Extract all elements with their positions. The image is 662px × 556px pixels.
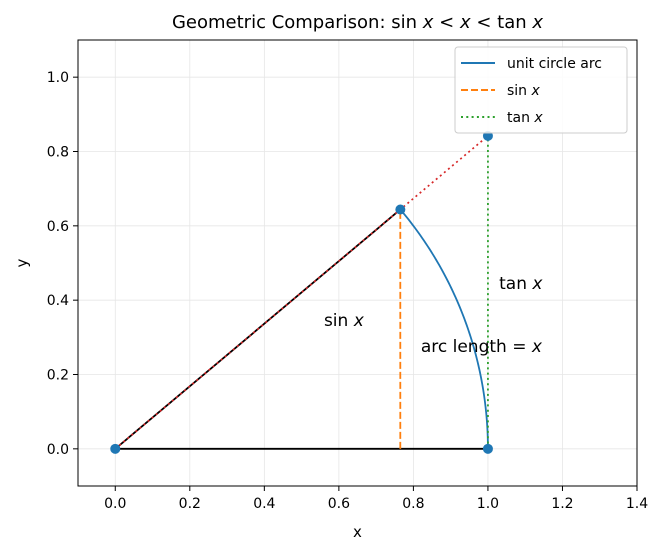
tangent-extension-line xyxy=(114,135,489,450)
x-axis-label: x xyxy=(353,523,362,541)
legend-box xyxy=(454,46,628,134)
x-tick-label: 1.4 xyxy=(626,496,648,512)
legend-label: unit circle arc xyxy=(507,56,602,72)
axis-ticks: 0.0 0.2 0.4 0.6 0.8 1.0 1.2 1.4 0.0 0.2 0.4 0.6 0.8 1… xyxy=(47,70,648,512)
arc-label: arc length = x xyxy=(421,337,543,357)
plot-frame xyxy=(77,39,638,487)
data-point xyxy=(395,204,406,215)
x-tick-label: 0.4 xyxy=(253,496,275,512)
y-tick-label: 1.0 xyxy=(47,70,69,86)
y-tick-label: 0.2 xyxy=(47,368,69,384)
tan-label: tan x xyxy=(499,274,543,294)
legend: unit circle arc sin x tan x xyxy=(454,46,628,134)
x-tick-label: 0.8 xyxy=(402,496,424,512)
x-tick-label: 0.6 xyxy=(328,496,350,512)
annotations: sin x tan x arc length = x xyxy=(324,274,543,357)
y-tick-label: 0.8 xyxy=(47,145,69,161)
y-axis-label: y xyxy=(13,258,31,267)
x-tick-label: 1.0 xyxy=(477,496,499,512)
legend-label: tan x xyxy=(507,110,543,126)
data-point xyxy=(482,443,493,454)
y-tick-label: 0.0 xyxy=(47,442,69,458)
legend-label: sin x xyxy=(507,83,541,99)
x-tick-label: 1.2 xyxy=(551,496,573,512)
plot-data xyxy=(110,130,493,454)
unit-circle-arc-line xyxy=(399,208,489,449)
sin-label: sin x xyxy=(324,311,365,331)
x-tick-label: 0.0 xyxy=(104,496,126,512)
y-tick-label: 0.6 xyxy=(47,219,69,235)
data-point xyxy=(110,443,121,454)
y-tick-label: 0.4 xyxy=(47,293,69,309)
x-tick-label: 0.2 xyxy=(179,496,201,512)
chart-title: Geometric Comparison: sin x < x < tan x xyxy=(172,12,543,33)
